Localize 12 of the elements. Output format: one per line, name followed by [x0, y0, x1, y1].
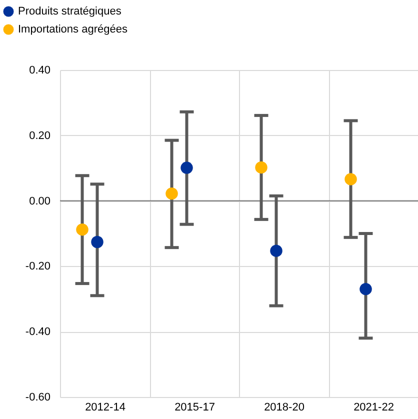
y-tick-label: 0.00 — [29, 195, 50, 208]
y-tick-label: -0.60 — [25, 392, 50, 404]
legend-label: Importations agrégées — [18, 24, 128, 36]
y-tick-label: -0.40 — [25, 326, 50, 338]
y-tick-label: 0.20 — [29, 130, 50, 142]
x-tick-label: 2021-22 — [354, 402, 394, 414]
x-tick-label: 2015-17 — [174, 402, 215, 414]
y-tick-label: -0.20 — [25, 260, 50, 273]
x-tick-label: 2018-20 — [264, 402, 304, 414]
legend-label: Produits stratégiques — [18, 6, 122, 18]
x-tick-label: 2012-14 — [85, 402, 126, 414]
y-tick-label: 0.40 — [29, 64, 50, 76]
